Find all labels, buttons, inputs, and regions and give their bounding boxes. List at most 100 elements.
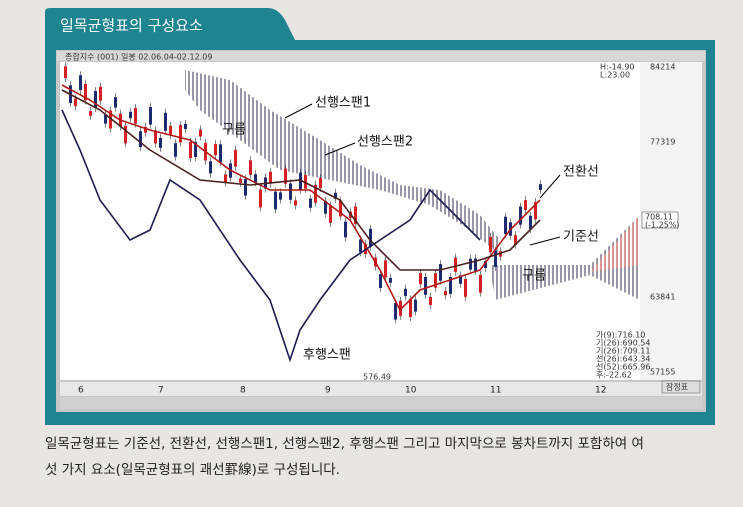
candle bbox=[524, 200, 527, 210]
candle bbox=[289, 183, 292, 200]
candle bbox=[89, 111, 92, 116]
candle bbox=[479, 274, 482, 293]
candle bbox=[339, 200, 342, 217]
candle bbox=[519, 206, 522, 225]
candle bbox=[154, 130, 157, 144]
cloud bbox=[490, 215, 640, 300]
candle bbox=[209, 161, 212, 174]
candle bbox=[384, 260, 387, 278]
cloud bbox=[590, 215, 640, 272]
candle bbox=[434, 273, 437, 288]
candle bbox=[109, 110, 112, 129]
annotation: 구름 bbox=[222, 123, 246, 138]
candle bbox=[494, 250, 497, 267]
candle bbox=[299, 172, 302, 190]
candle bbox=[124, 125, 127, 144]
legend-item: 선(52):665.96 bbox=[596, 363, 650, 372]
candle bbox=[84, 83, 87, 101]
candle bbox=[234, 149, 237, 167]
candle bbox=[194, 141, 197, 158]
candle bbox=[394, 303, 397, 320]
candle bbox=[539, 184, 542, 190]
cloud bbox=[185, 70, 500, 255]
candle bbox=[64, 66, 67, 79]
month-label: 7 bbox=[158, 386, 164, 396]
candle bbox=[529, 215, 532, 230]
legend-item: 기(26):709.11 bbox=[596, 347, 650, 356]
legend-item: 후:-22.62 bbox=[596, 371, 632, 380]
month-label: 11 bbox=[490, 386, 501, 396]
candle bbox=[454, 257, 457, 272]
button[interactable] bbox=[661, 380, 701, 394]
candle bbox=[354, 206, 357, 224]
candle bbox=[469, 258, 472, 270]
caption-line: 일목균형표는 기준선, 전환선, 선행스팬1, 선행스팬2, 후행스팬 그리고 … bbox=[45, 436, 644, 452]
candle bbox=[199, 129, 202, 137]
leader bbox=[539, 174, 561, 199]
legend-item: 가(9):716.10 bbox=[596, 331, 645, 340]
candle bbox=[369, 228, 372, 247]
caption-line: 섯 가지 요소(일목균형표의 괘선罫線)로 구성됩니다. bbox=[45, 462, 340, 478]
candle bbox=[254, 174, 257, 183]
price-tag-change: (-1.25%) bbox=[645, 221, 680, 230]
annotation: 전환선 bbox=[563, 165, 599, 180]
candles bbox=[64, 62, 542, 324]
candle bbox=[214, 144, 217, 156]
month-label: 8 bbox=[240, 386, 246, 396]
window-title: 종합지수 (001) 일봉 02.06.04-02.12.09 bbox=[65, 53, 212, 62]
candle bbox=[389, 277, 392, 283]
candle bbox=[149, 107, 152, 125]
candle bbox=[244, 178, 247, 196]
header-info: H:-14.90 bbox=[600, 63, 635, 72]
candle bbox=[134, 108, 137, 124]
x-axis: 6 7 8 9 10 11 12 bbox=[78, 386, 606, 396]
candle bbox=[94, 91, 97, 109]
x-axis-bar bbox=[60, 382, 702, 396]
candle bbox=[334, 192, 337, 199]
legend-item: 선(26):643.34 bbox=[596, 355, 650, 364]
candle bbox=[144, 126, 147, 133]
candle bbox=[99, 86, 102, 101]
candle bbox=[189, 141, 192, 159]
candle bbox=[459, 275, 462, 284]
candle bbox=[504, 216, 507, 235]
axis-label: 63841 bbox=[650, 293, 675, 302]
annotation: 구름 bbox=[522, 269, 546, 284]
annotation: 선행스팬1 bbox=[315, 95, 371, 111]
candle bbox=[129, 111, 132, 119]
window-titlebar bbox=[57, 51, 705, 61]
candle bbox=[309, 198, 312, 208]
candle bbox=[239, 178, 242, 183]
candle bbox=[419, 272, 422, 285]
candle bbox=[114, 97, 117, 108]
candle bbox=[344, 221, 347, 238]
candle bbox=[269, 171, 272, 184]
month-label: 12 bbox=[595, 386, 606, 396]
month-label: 6 bbox=[78, 386, 84, 396]
candle bbox=[359, 239, 362, 253]
candle bbox=[404, 288, 407, 297]
candle bbox=[294, 200, 297, 206]
toolbar bbox=[60, 397, 702, 409]
candle bbox=[324, 200, 327, 214]
candle bbox=[414, 299, 417, 312]
candle bbox=[224, 174, 227, 183]
low-marker: 576.49 bbox=[363, 373, 391, 382]
base-line bbox=[61, 89, 541, 271]
candle bbox=[274, 191, 277, 210]
candle bbox=[439, 264, 442, 281]
axis-label: 57155 bbox=[650, 368, 675, 377]
candle bbox=[259, 189, 262, 208]
price-tag bbox=[641, 211, 679, 229]
conversion-line bbox=[61, 84, 541, 312]
candle bbox=[399, 300, 402, 316]
candle bbox=[104, 114, 107, 124]
candle bbox=[179, 125, 182, 143]
candle bbox=[484, 261, 487, 268]
candle bbox=[74, 98, 77, 107]
candle bbox=[444, 290, 447, 296]
annotation: 기준선 bbox=[563, 230, 599, 245]
candle bbox=[219, 144, 222, 163]
button-label[interactable]: 잠정표 bbox=[666, 382, 688, 392]
annotation: 선행스팬2 bbox=[357, 134, 413, 150]
